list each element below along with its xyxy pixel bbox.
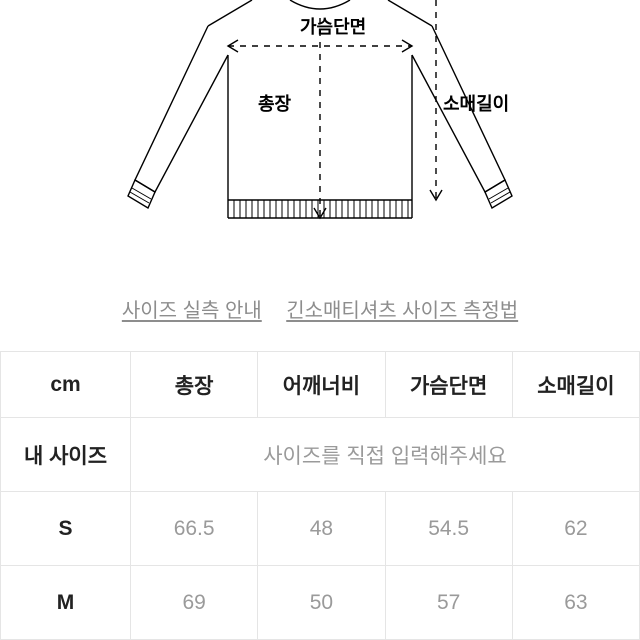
table-row: S 66.5 48 54.5 62 (1, 492, 640, 566)
size-diagram: 가슴단면 총장 소매길이 (0, 0, 640, 260)
size-value: 48 (258, 492, 385, 566)
label-total-length: 총장 (258, 90, 291, 116)
garment-outline (0, 0, 640, 260)
col-sleeve: 소매길이 (512, 352, 639, 418)
size-value: 66.5 (131, 492, 258, 566)
table-row: M 69 50 57 63 (1, 566, 640, 640)
size-label: M (1, 566, 131, 640)
measure-howto-link[interactable]: 긴소매티셔츠 사이즈 측정법 (286, 300, 518, 322)
size-value: 57 (385, 566, 512, 640)
label-chest: 가슴단면 (300, 13, 366, 39)
my-size-row[interactable]: 내 사이즈 사이즈를 직접 입력해주세요 (1, 418, 640, 492)
my-size-label: 내 사이즈 (1, 418, 131, 492)
col-length: 총장 (131, 352, 258, 418)
size-value: 63 (512, 566, 639, 640)
size-value: 62 (512, 492, 639, 566)
my-size-input-placeholder[interactable]: 사이즈를 직접 입력해주세요 (131, 418, 640, 492)
col-unit: cm (1, 352, 131, 418)
table-header-row: cm 총장 어깨너비 가슴단면 소매길이 (1, 352, 640, 418)
size-value: 69 (131, 566, 258, 640)
size-label: S (1, 492, 131, 566)
col-shoulder: 어깨너비 (258, 352, 385, 418)
size-guide-link[interactable]: 사이즈 실측 안내 (122, 300, 262, 322)
size-links: 사이즈 실측 안내 긴소매티셔츠 사이즈 측정법 (0, 260, 640, 351)
col-chest: 가슴단면 (385, 352, 512, 418)
size-table: cm 총장 어깨너비 가슴단면 소매길이 내 사이즈 사이즈를 직접 입력해주세… (0, 351, 640, 640)
size-value: 54.5 (385, 492, 512, 566)
size-value: 50 (258, 566, 385, 640)
label-sleeve: 소매길이 (443, 90, 509, 116)
